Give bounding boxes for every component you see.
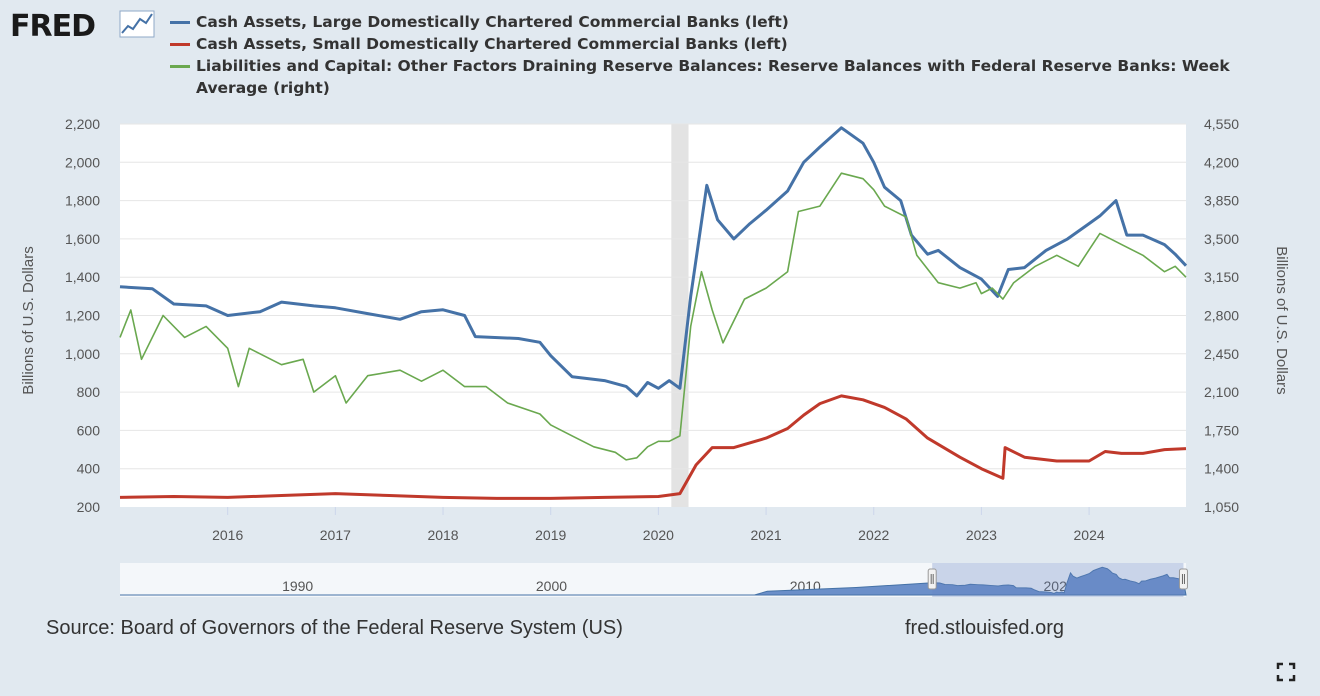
y-left-tick-label: 2,000 — [65, 154, 100, 170]
x-tick-label: 2023 — [966, 527, 997, 543]
y-right-tick-label: 2,800 — [1204, 308, 1239, 324]
y-right-tick-label: 1,750 — [1204, 422, 1239, 438]
y-left-tick-label: 200 — [77, 499, 101, 515]
navigator-handle[interactable] — [927, 568, 937, 590]
chart: 200 400 600 800 1,000 1,200 1,400 1,600 1,800 2,0… — [20, 116, 1290, 597]
series-large-banks-line — [119, 126, 1188, 398]
legend-item-reserve-balances[interactable]: Liabilities and Capital: Other Factors D… — [170, 55, 1280, 99]
legend-swatch-reserve-balances — [170, 65, 190, 68]
series-small-banks-line — [119, 394, 1187, 500]
legend-swatch-small-banks — [170, 43, 190, 46]
y-left-tick-label: 1,400 — [65, 269, 100, 285]
x-tick-label: 2021 — [750, 527, 781, 543]
y-right-tick-label: 1,400 — [1204, 461, 1239, 477]
fred-logo[interactable]: FRED — [10, 6, 160, 46]
y-left-tick-label: 1,000 — [65, 346, 100, 362]
legend-label-reserve-balances: Liabilities and Capital: Other Factors D… — [196, 57, 1230, 97]
legend: Cash Assets, Large Domestically Chartere… — [170, 11, 1280, 99]
x-tick-label: 2018 — [427, 527, 458, 543]
fred-logo-text: FRED — [10, 9, 95, 44]
x-tick-label: 2020 — [643, 527, 674, 543]
navigator-selection — [932, 563, 1184, 597]
legend-label-large-banks: Cash Assets, Large Domestically Chartere… — [196, 13, 789, 31]
legend-item-large-banks[interactable]: Cash Assets, Large Domestically Chartere… — [170, 11, 1280, 33]
source-note: Source: Board of Governors of the Federa… — [46, 617, 623, 639]
y-right-tick-label: 4,200 — [1204, 154, 1239, 170]
y-right-tick-label: 1,050 — [1204, 499, 1239, 515]
x-tick-label: 2022 — [858, 527, 889, 543]
fullscreen-icon[interactable] — [1276, 662, 1296, 682]
y-left-tick-label: 800 — [77, 384, 101, 400]
x-tick-label: 2017 — [320, 527, 351, 543]
y-left-tick-label: 1,800 — [65, 193, 100, 209]
y-left-axis-title: Billions of U.S. Dollars — [20, 246, 37, 394]
legend-label-small-banks: Cash Assets, Small Domestically Chartere… — [196, 35, 788, 53]
y-right-axis-title: Billions of U.S. Dollars — [1273, 246, 1290, 394]
y-right-tick-label: 4,550 — [1204, 116, 1239, 132]
navigator-tick-label: 1990 — [282, 578, 313, 594]
legend-swatch-large-banks — [170, 21, 190, 24]
logo-graph-icon — [119, 10, 155, 38]
y-right-tick-label: 2,100 — [1204, 384, 1239, 400]
x-tick-label: 2016 — [212, 527, 243, 543]
x-tick-label: 2019 — [535, 527, 566, 543]
site-url[interactable]: fred.stlouisfed.org — [905, 617, 1064, 639]
y-right-tick-label: 3,500 — [1204, 231, 1239, 247]
y-right-tick-label: 3,850 — [1204, 193, 1239, 209]
navigator-series-area — [120, 566, 1187, 596]
series-reserve-balances-line — [119, 172, 1187, 461]
y-left-tick-label: 2,200 — [65, 116, 100, 132]
x-tick-label: 2024 — [1074, 527, 1105, 543]
y-left-tick-label: 600 — [77, 422, 101, 438]
navigator-tick-label: 2000 — [536, 578, 567, 594]
y-right-tick-label: 2,450 — [1204, 346, 1239, 362]
y-left-tick-label: 1,200 — [65, 308, 100, 324]
y-left-tick-label: 400 — [77, 461, 101, 477]
navigator-handle[interactable] — [1178, 568, 1188, 590]
legend-item-small-banks[interactable]: Cash Assets, Small Domestically Chartere… — [170, 33, 1280, 55]
y-left-tick-label: 1,600 — [65, 231, 100, 247]
y-right-tick-label: 3,150 — [1204, 269, 1239, 285]
